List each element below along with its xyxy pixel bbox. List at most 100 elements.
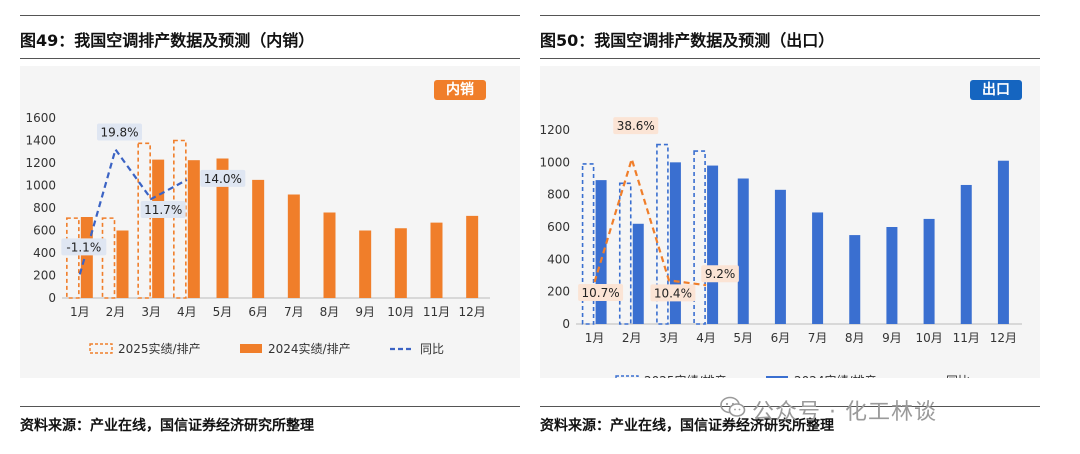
- bottom-rule: [540, 406, 1040, 407]
- bar-2024: [252, 179, 265, 298]
- source-note: 资料来源：产业在线，国信证券经济研究所整理: [540, 418, 834, 434]
- yoy-data-label: 38.6%: [617, 119, 655, 133]
- yoy-data-label: -1.1%: [66, 240, 101, 254]
- yoy-data-label: 9.2%: [705, 267, 736, 281]
- bar-2024: [707, 165, 719, 324]
- bar-2025: [137, 142, 151, 299]
- legend-label-yoy: 同比: [420, 342, 444, 356]
- yoy-data-label: 10.4%: [654, 286, 692, 300]
- x-tick-label: 8月: [320, 305, 340, 319]
- y-tick-label: 1600: [25, 111, 56, 125]
- yoy-data-label: 11.7%: [144, 203, 182, 217]
- y-tick-label: 1400: [25, 134, 56, 148]
- y-tick-label: 800: [547, 188, 570, 202]
- bar-2024: [466, 215, 479, 298]
- title-rule: [20, 58, 520, 59]
- bar-2024: [394, 228, 407, 298]
- y-tick-label: 1200: [540, 123, 570, 137]
- figure-title: 图49：我国空调排产数据及预测（内销）: [20, 31, 315, 50]
- yoy-label-bg: [701, 265, 739, 283]
- y-tick-label: 200: [547, 285, 570, 299]
- bar-2024: [669, 162, 681, 324]
- bar-2025: [581, 163, 595, 325]
- y-tick-label: 1000: [25, 179, 56, 193]
- chart-area: 0 200 400 600 800 1000 1200 1400 1600 1月 2月 3月 4月 5月 6…: [20, 66, 520, 378]
- bar-2024: [359, 230, 372, 298]
- x-tick-label: 7月: [808, 331, 828, 345]
- yoy-label-bg: [200, 169, 246, 187]
- x-tick-label: 8月: [845, 331, 865, 345]
- bar-2025: [66, 217, 80, 299]
- y-tick-label: 0: [48, 291, 56, 305]
- bar-2025: [693, 150, 706, 325]
- chart-area: 0 200 400 600 800 1000 1200 1月 2月 3月 4月 5月 6月 7月 8月 9月 1…: [540, 66, 1040, 378]
- top-rule: [20, 15, 520, 16]
- yoy-data-label: 14.0%: [204, 172, 242, 186]
- y-tick-label: 800: [33, 201, 56, 215]
- legend-swatch-2025: [615, 375, 639, 378]
- bar-2024: [216, 158, 229, 298]
- yoy-label-bg: [61, 238, 107, 256]
- legend-swatch-2025: [89, 343, 113, 354]
- yoy-label-bg: [578, 283, 624, 301]
- x-tick-label: 3月: [659, 331, 679, 345]
- legend-label-2025: 2025实绩/排产: [118, 341, 201, 356]
- x-tick-label: 5月: [213, 305, 233, 319]
- legend-label-yoy: 同比: [946, 374, 970, 378]
- x-tick-label: 1月: [585, 331, 605, 345]
- legend-swatch-2024: [766, 376, 788, 378]
- bar-2024: [595, 180, 607, 324]
- bar-2024: [886, 227, 898, 324]
- figure-title: 图50：我国空调排产数据及预测（出口）: [540, 31, 835, 50]
- domestic-badge: 内销: [434, 80, 486, 100]
- bar-2024: [430, 222, 443, 298]
- x-tick-label: 6月: [248, 305, 268, 319]
- bottom-rule: [20, 406, 520, 407]
- y-tick-label: 600: [547, 220, 570, 234]
- yoy-data-label: 10.7%: [582, 286, 620, 300]
- bar-2024: [323, 212, 336, 298]
- y-tick-label: 400: [33, 246, 56, 260]
- x-tick-label: 9月: [355, 305, 375, 319]
- yoy-label-bg: [140, 201, 186, 218]
- legend-label-2024: 2024实绩/排产: [794, 373, 877, 378]
- x-tick-label: 7月: [284, 305, 304, 319]
- bar-2024: [774, 189, 786, 324]
- x-tick-label: 6月: [771, 331, 791, 345]
- yoy-label-bg: [97, 123, 142, 141]
- export-badge: 出口: [970, 80, 1022, 100]
- x-tick-label: 4月: [696, 331, 716, 345]
- bar-2024: [812, 212, 824, 324]
- legend-swatch-2024: [240, 344, 262, 353]
- bar-2024: [997, 160, 1009, 324]
- yoy-label-bg: [650, 284, 696, 302]
- domestic-sales-chart: 0 200 400 600 800 1000 1200 1400 1600 1月 2月 3月 4月 5月 6…: [25, 111, 490, 356]
- top-rule: [540, 15, 1040, 16]
- y-tick-label: 200: [33, 269, 56, 283]
- x-tick-label: 9月: [882, 331, 902, 345]
- yoy-line: [593, 155, 707, 287]
- bar-2024: [80, 217, 93, 298]
- y-tick-label: 1200: [25, 156, 56, 170]
- figure-50-panel: 图50：我国空调排产数据及预测（出口） 0 200 400 600 800 1000 120…: [540, 0, 1040, 454]
- x-tick-label: 10月: [387, 305, 414, 319]
- watermark-text: 公众号 · 化工林谈: [752, 400, 937, 425]
- source-note: 资料来源：产业在线，国信证券经济研究所整理: [20, 418, 314, 434]
- figure-49-panel: 图49：我国空调排产数据及预测（内销） 0 200 400 600 800 1000 120…: [20, 0, 520, 454]
- y-tick-label: 1000: [540, 155, 570, 169]
- bar-2024: [116, 230, 129, 298]
- bar-2024: [737, 178, 749, 324]
- yoy-label-bg: [613, 117, 659, 135]
- x-tick-label: 12月: [459, 305, 486, 319]
- x-tick-label: 11月: [953, 331, 980, 345]
- bar-2024: [152, 159, 165, 298]
- x-tick-label: 2月: [106, 305, 126, 319]
- legend-label-2025: 2025实绩/排产: [644, 373, 727, 378]
- y-tick-label: 600: [33, 224, 56, 238]
- x-tick-label: 1月: [70, 305, 90, 319]
- bar-2025: [173, 139, 187, 299]
- legend-label-2024: 2024实绩/排产: [268, 341, 351, 356]
- bar-2025: [618, 182, 632, 325]
- y-tick-label: 0: [562, 317, 570, 331]
- x-tick-label: 10月: [915, 331, 942, 345]
